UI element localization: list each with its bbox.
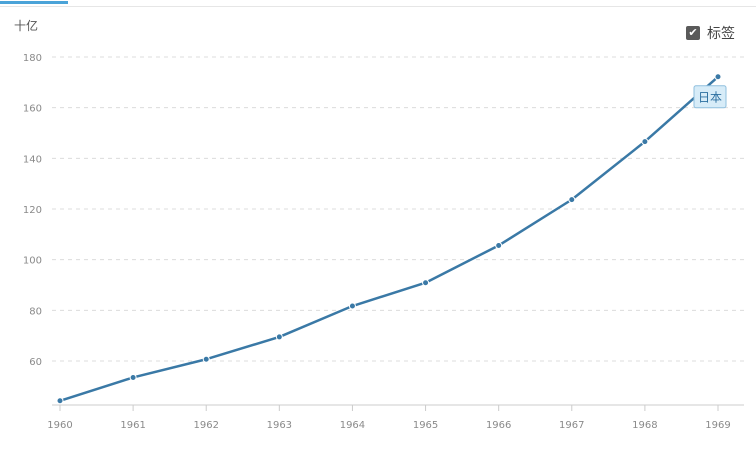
y-tick-label: 80 xyxy=(29,306,42,317)
data-point xyxy=(56,397,64,405)
data-point xyxy=(202,355,210,363)
x-tick-label: 1963 xyxy=(267,420,292,431)
data-point xyxy=(348,302,356,310)
label-toggle[interactable]: ✔ 标签 xyxy=(686,24,735,42)
label-toggle-text: 标签 xyxy=(707,26,735,42)
x-tick-label: 1964 xyxy=(340,420,365,431)
active-tab-indicator xyxy=(0,1,68,4)
x-tick-label: 1960 xyxy=(47,420,72,431)
y-tick-label: 140 xyxy=(23,154,42,165)
top-tab-strip xyxy=(0,0,756,7)
data-point xyxy=(275,333,283,341)
data-point xyxy=(641,138,649,146)
series-label-japan: 日本 xyxy=(698,90,722,104)
y-tick-label: 60 xyxy=(29,357,42,368)
series-label-box xyxy=(693,85,727,109)
check-icon[interactable]: ✔ xyxy=(686,26,700,40)
data-point xyxy=(568,196,576,204)
series-line-japan xyxy=(59,75,719,402)
x-tick-label: 1969 xyxy=(705,420,730,431)
x-tick-label: 1967 xyxy=(559,420,584,431)
x-tick-label: 1962 xyxy=(193,420,218,431)
y-axis-unit-label: 十亿 xyxy=(14,19,39,33)
data-point xyxy=(714,73,722,81)
x-tick-label: 1968 xyxy=(632,420,657,431)
y-tick-label: 120 xyxy=(23,205,42,216)
x-tick-label: 1966 xyxy=(486,420,511,431)
data-point xyxy=(129,373,137,381)
data-point xyxy=(495,241,503,249)
y-tick-label: 160 xyxy=(23,104,42,115)
data-point xyxy=(422,279,430,287)
x-tick-label: 1961 xyxy=(120,420,145,431)
x-tick-label: 1965 xyxy=(413,420,438,431)
y-tick-label: 180 xyxy=(23,53,42,64)
y-tick-label: 100 xyxy=(23,256,42,267)
